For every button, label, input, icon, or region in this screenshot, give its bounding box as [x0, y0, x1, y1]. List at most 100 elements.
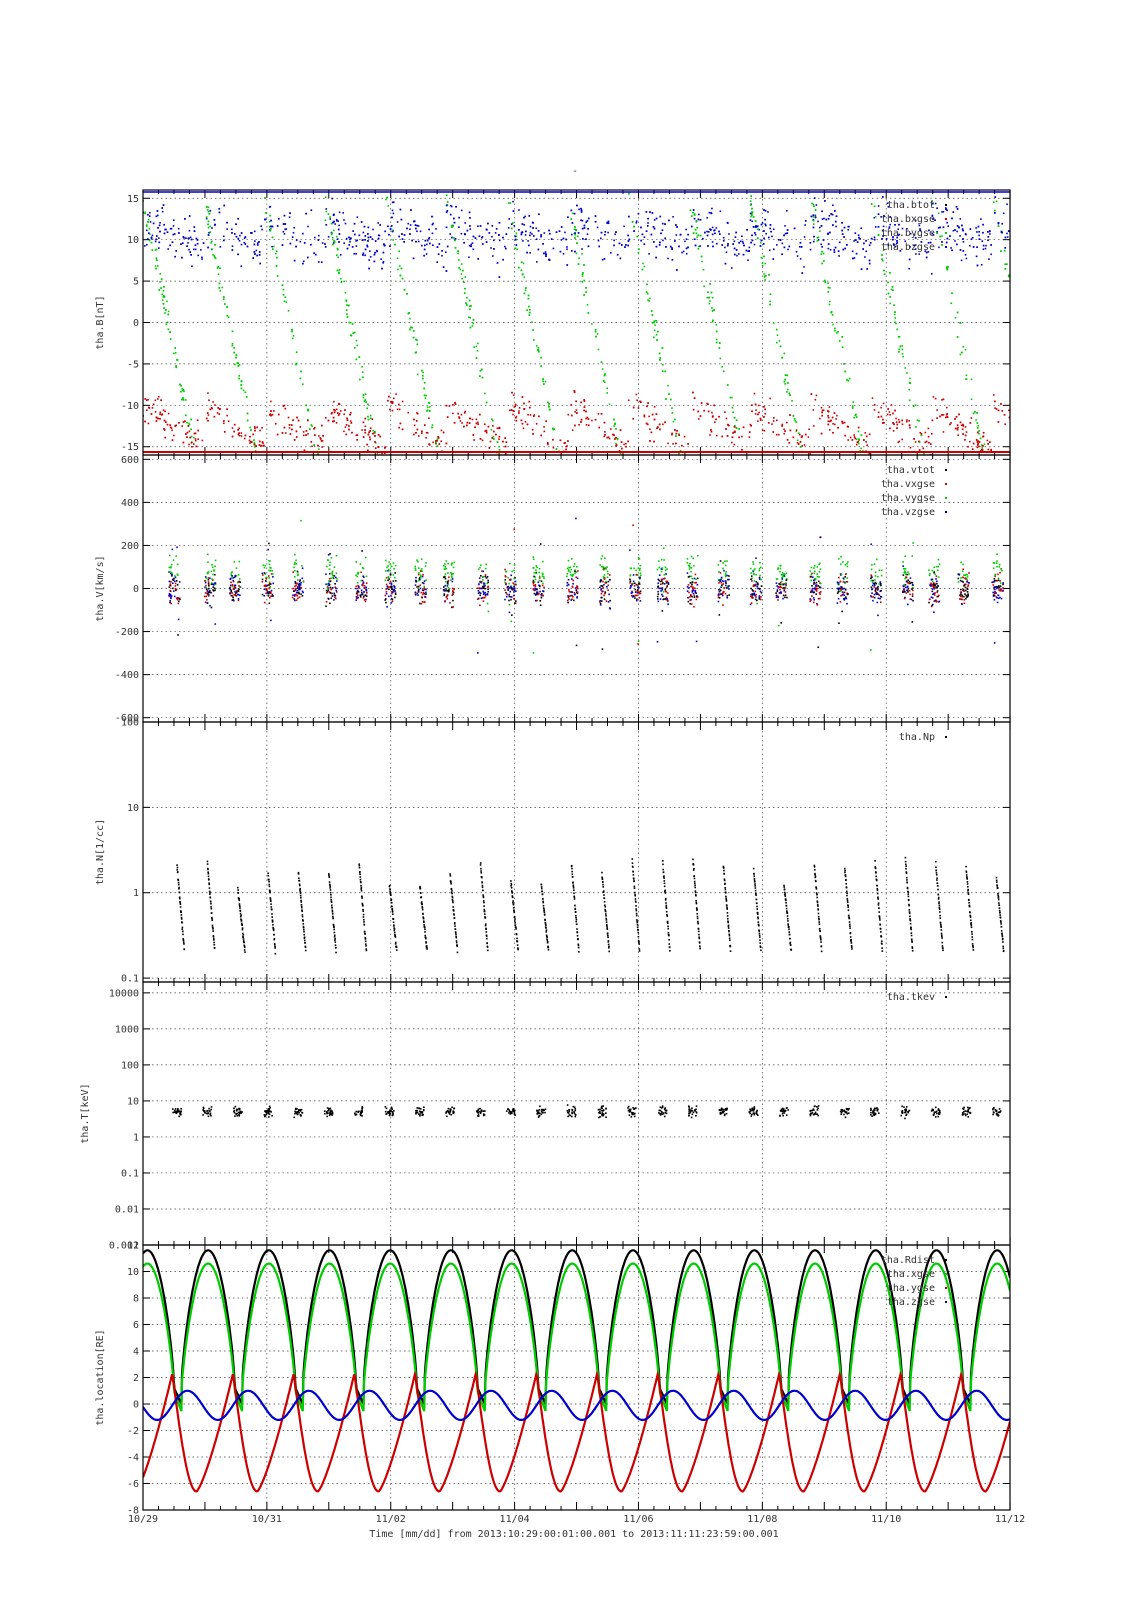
point-bzgse — [962, 250, 965, 252]
point-bzgse — [155, 215, 158, 218]
point-bxgse — [936, 409, 938, 411]
point-bzgse — [581, 248, 583, 250]
point-bygse — [920, 434, 923, 437]
point-bxgse — [283, 426, 286, 429]
point-bzgse — [832, 204, 834, 207]
point-bzgse — [889, 216, 892, 218]
point-bxgse — [863, 439, 865, 441]
point-bxgse — [748, 465, 750, 467]
point-bzgse — [664, 237, 667, 240]
point-vzgse — [168, 580, 171, 583]
point-bxgse — [997, 421, 1000, 423]
point-bygse — [981, 447, 984, 449]
point-bxgse — [693, 397, 696, 399]
point-bxgse — [683, 435, 686, 438]
point-vzgse — [170, 595, 173, 597]
point-bzgse — [222, 235, 225, 238]
point-bzgse — [186, 245, 188, 247]
point-vtot — [238, 588, 240, 590]
point-bxgse — [356, 434, 359, 436]
point-bxgse — [464, 410, 467, 413]
point-bxgse — [632, 406, 635, 409]
point-bzgse — [314, 253, 317, 256]
point-bygse — [779, 345, 782, 348]
point-bygse — [696, 226, 699, 229]
point-bxgse — [829, 420, 831, 423]
point-vzgse — [263, 594, 266, 597]
point-bzgse — [468, 244, 471, 247]
point-bxgse — [639, 400, 641, 403]
point-bygse — [439, 456, 441, 458]
point-bxgse — [504, 445, 507, 448]
point-bzgse — [545, 255, 547, 257]
point-vygse — [176, 563, 179, 566]
point-bygse — [672, 420, 675, 423]
point-bzgse — [382, 251, 385, 254]
point-bygse — [174, 347, 176, 349]
point-bxgse — [372, 432, 374, 435]
point-bzgse — [976, 246, 978, 249]
point-bzgse — [883, 215, 885, 217]
point-bzgse — [624, 246, 626, 248]
point-bygse — [712, 319, 714, 322]
point-bygse — [711, 310, 714, 312]
point-bxgse — [212, 401, 214, 403]
point-bygse — [567, 492, 569, 494]
point-bzgse — [163, 232, 166, 235]
point-bzgse — [349, 238, 351, 241]
point-bxgse — [981, 457, 983, 459]
point-bzgse — [842, 248, 845, 251]
point-bygse — [941, 244, 943, 246]
point-bxgse — [369, 438, 371, 441]
point-bxgse — [994, 400, 996, 403]
point-bygse — [253, 446, 256, 448]
point-bzgse — [464, 222, 467, 224]
point-bzgse — [598, 245, 601, 248]
point-bxgse — [533, 414, 536, 416]
point-bxgse — [147, 398, 149, 401]
point-bygse — [542, 380, 544, 383]
point-bzgse — [828, 214, 831, 217]
point-bxgse — [207, 414, 210, 416]
point-bygse — [502, 477, 504, 479]
point-bxgse — [741, 448, 743, 451]
point-bygse — [983, 463, 985, 465]
point-bzgse — [952, 211, 955, 213]
point-vzgse — [173, 595, 176, 598]
point-bzgse — [581, 227, 584, 230]
point-bzgse — [260, 225, 263, 228]
point-bzgse — [423, 254, 425, 257]
point-bxgse — [255, 445, 257, 447]
point-vygse — [238, 578, 241, 580]
point-bzgse — [671, 259, 674, 261]
point-bxgse — [827, 416, 830, 419]
point-bxgse — [620, 441, 623, 443]
point-vxgse — [268, 587, 271, 590]
point-vxgse — [267, 575, 270, 577]
point-bxgse — [166, 423, 169, 426]
point-bygse — [322, 477, 324, 479]
point-vzgse — [174, 576, 177, 579]
point-bxgse — [604, 434, 606, 436]
point-vzgse — [171, 575, 173, 577]
point-bxgse — [646, 405, 648, 408]
point-vzgse — [271, 593, 274, 596]
point-bxgse — [472, 434, 475, 436]
point-bygse — [253, 439, 255, 441]
point-bygse — [834, 329, 836, 332]
point-bygse — [163, 296, 166, 298]
point-bygse — [681, 464, 683, 466]
point-bygse — [282, 293, 285, 296]
point-bzgse — [428, 238, 430, 240]
point-bygse — [776, 334, 779, 336]
point-bzgse — [356, 216, 359, 218]
point-bygse — [346, 313, 348, 315]
point-bygse — [336, 269, 339, 272]
point-bygse — [261, 488, 263, 490]
point-bxgse — [732, 432, 734, 434]
point-bzgse — [570, 250, 573, 252]
point-bxgse — [962, 423, 964, 426]
point-bzgse — [844, 247, 846, 250]
point-bxgse — [521, 422, 524, 425]
